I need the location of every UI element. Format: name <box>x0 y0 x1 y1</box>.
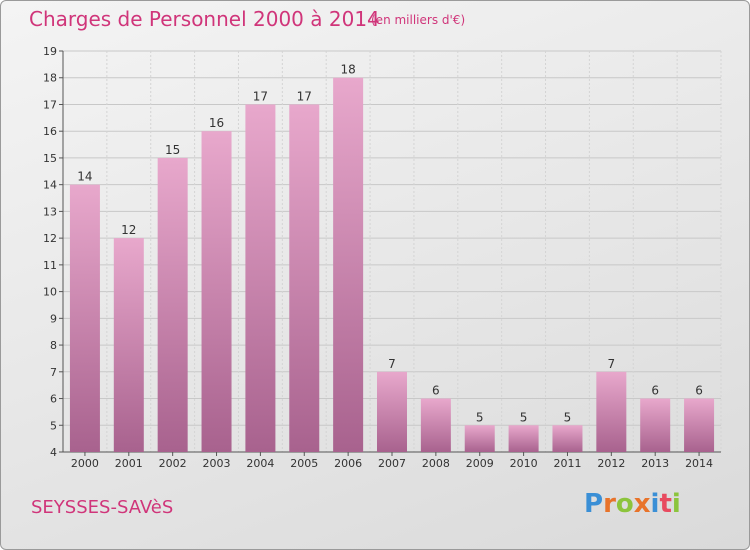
logo-letter: x <box>633 489 651 519</box>
y-tick-label: 4 <box>50 446 57 459</box>
y-tick-label: 10 <box>43 286 57 299</box>
chart-subtitle: (en milliers d'€) <box>371 13 466 27</box>
data-label: 5 <box>564 410 572 424</box>
y-tick-label: 5 <box>50 419 57 432</box>
data-label: 7 <box>388 357 396 371</box>
y-tick-label: 9 <box>50 312 57 325</box>
x-tick-label: 2001 <box>115 457 143 470</box>
logo-letter: r <box>603 489 616 519</box>
x-tick-label: 2004 <box>246 457 274 470</box>
y-tick-label: 13 <box>43 205 57 218</box>
y-tick-label: 15 <box>43 152 57 165</box>
y-tick-label: 8 <box>50 339 57 352</box>
bar-2006 <box>333 77 364 452</box>
x-tick-label: 2011 <box>553 457 581 470</box>
proxiti-logo: Proxiti <box>584 489 681 519</box>
bar-2013 <box>640 398 671 452</box>
chart-title: Charges de Personnel 2000 à 2014 <box>29 7 380 31</box>
data-label: 6 <box>695 384 703 398</box>
logo-letter: t <box>659 489 672 519</box>
bar-2001 <box>113 238 144 452</box>
bars <box>69 77 715 452</box>
bar-2000 <box>69 184 100 452</box>
data-label: 6 <box>651 384 659 398</box>
x-tick-label: 2013 <box>641 457 669 470</box>
data-label: 7 <box>608 357 616 371</box>
logo-letter: i <box>650 489 660 519</box>
y-tick-label: 6 <box>50 393 57 406</box>
x-tick-label: 2005 <box>290 457 318 470</box>
data-label: 15 <box>165 143 180 157</box>
bar-2005 <box>289 104 320 452</box>
data-label: 18 <box>340 63 355 77</box>
data-labels: 14 12 15 16 17 17 18 7 6 5 5 5 7 6 6 <box>77 63 703 425</box>
x-tick-label: 2006 <box>334 457 362 470</box>
y-tick-label: 17 <box>43 98 57 111</box>
bar-2002 <box>157 157 188 452</box>
data-label: 17 <box>253 89 268 103</box>
y-tick-label: 14 <box>43 179 57 192</box>
y-tick-label: 18 <box>43 72 57 85</box>
data-label: 17 <box>297 89 312 103</box>
data-label: 12 <box>121 223 136 237</box>
x-tick-label: 2009 <box>466 457 494 470</box>
y-tick-label: 19 <box>43 45 57 58</box>
bar-2003 <box>201 131 232 452</box>
bar-2008 <box>420 398 451 452</box>
axes: 4 5 6 7 8 9 10 11 12 13 14 15 16 17 18 19 2000 2001 2002 20… <box>43 45 721 470</box>
x-tick-label: 2002 <box>159 457 187 470</box>
y-tick-label: 7 <box>50 366 57 379</box>
data-label: 5 <box>520 410 528 424</box>
bar-2009 <box>464 425 495 452</box>
logo-letter: i <box>671 489 681 519</box>
bar-2012 <box>596 371 627 452</box>
y-tick-label: 16 <box>43 125 57 138</box>
logo-letter: o <box>615 489 634 519</box>
bar-2014 <box>684 398 715 452</box>
data-label: 6 <box>432 384 440 398</box>
x-tick-label: 2008 <box>422 457 450 470</box>
data-label: 14 <box>77 170 92 184</box>
bar-2004 <box>245 104 276 452</box>
data-label: 5 <box>476 410 484 424</box>
y-tick-label: 11 <box>43 259 57 272</box>
x-tick-label: 2014 <box>685 457 713 470</box>
bar-2011 <box>552 425 583 452</box>
x-tick-label: 2012 <box>597 457 625 470</box>
commune-name: SEYSSES-SAVèS <box>31 497 174 518</box>
y-tick-label: 12 <box>43 232 57 245</box>
logo-letter: P <box>584 489 604 519</box>
x-tick-label: 2003 <box>203 457 231 470</box>
x-tick-label: 2000 <box>71 457 99 470</box>
data-label: 16 <box>209 116 224 130</box>
x-tick-label: 2010 <box>510 457 538 470</box>
x-tick-label: 2007 <box>378 457 406 470</box>
bar-2007 <box>377 371 407 452</box>
bar-2010 <box>508 425 539 452</box>
